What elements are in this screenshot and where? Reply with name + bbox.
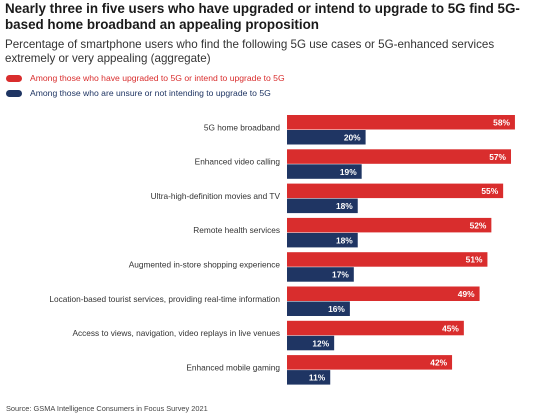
source-note: Source: GSMA Intelligence Consumers in F… [6,404,208,413]
value-label: 20% [344,132,361,142]
bar-upgraded [287,115,515,130]
value-label: 52% [470,220,487,230]
legend-label-unsure: Among those who are unsure or not intend… [30,88,271,98]
bar-upgraded [287,183,504,199]
value-label: 58% [493,117,510,127]
category-label: Ultra-high-definition movies and TV [151,191,281,201]
bar-upgraded [287,252,488,267]
bar-unsure [287,335,335,351]
bar-unsure [287,267,354,282]
bar-unsure [287,301,350,316]
value-label: 18% [336,201,353,211]
value-label: 12% [312,338,329,348]
bar-upgraded [287,149,512,164]
category-label: Remote health services [193,225,280,235]
legend-item-upgraded: Among those who have upgraded to 5G or i… [6,71,285,85]
value-label: 19% [340,167,357,177]
value-label: 51% [466,255,483,265]
category-label: Access to views, navigation, video repla… [72,328,280,338]
category-label: Enhanced video calling [195,157,281,167]
bar-upgraded [287,320,464,336]
legend-swatch-upgraded [6,74,22,82]
value-label: 55% [481,186,498,196]
value-label: 57% [489,152,506,162]
bar-unsure [287,370,331,385]
value-label: 42% [430,358,447,368]
bar-unsure [287,232,358,248]
category-label: Augmented in-store shopping experience [129,259,281,269]
legend-label-upgraded: Among those who have upgraded to 5G or i… [30,73,285,83]
bar-upgraded [287,286,480,301]
category-label: Location-based tourist services, providi… [49,294,280,304]
chart-title: Nearly three in five users who have upgr… [5,1,520,32]
bar-upgraded [287,355,453,370]
value-label: 18% [336,235,353,245]
bar-unsure [287,164,362,179]
value-label: 45% [442,323,459,333]
category-label: 5G home broadband [204,122,280,132]
value-label: 11% [309,373,326,383]
bar-unsure [287,130,366,145]
bar-upgraded [287,217,492,233]
legend: Among those who have upgraded to 5G or i… [6,71,285,101]
value-label: 17% [332,270,349,280]
chart-subtitle: Percentage of smartphone users who find … [5,38,495,65]
legend-item-unsure: Among those who are unsure or not intend… [6,86,285,100]
bar-unsure [287,198,358,214]
value-label: 49% [458,289,475,299]
category-label: Enhanced mobile gaming [186,362,280,372]
value-label: 16% [328,304,345,314]
legend-swatch-unsure [6,89,22,97]
